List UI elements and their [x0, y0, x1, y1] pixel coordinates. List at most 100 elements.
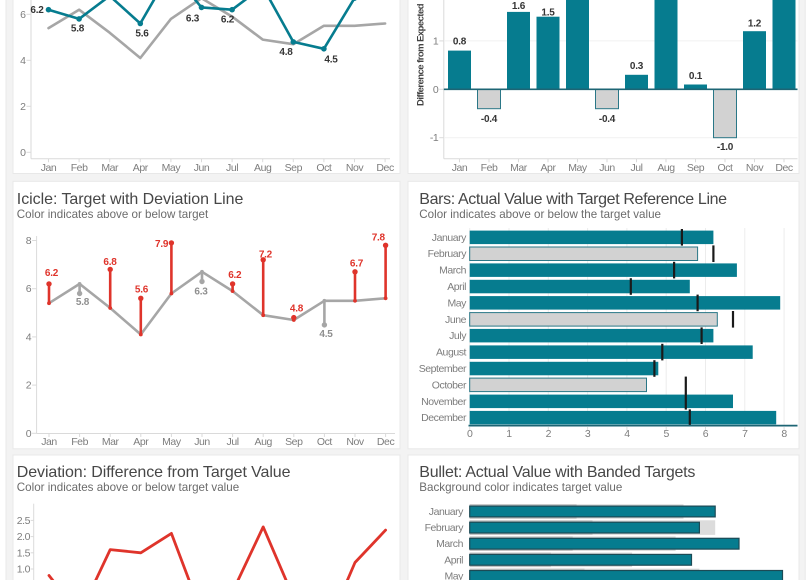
svg-text:1: 1 [506, 428, 512, 440]
svg-text:February: February [428, 248, 468, 260]
svg-text:Color indicates above or below: Color indicates above or below target va… [17, 481, 239, 494]
svg-text:February: February [425, 522, 465, 534]
svg-text:Jun: Jun [599, 162, 615, 174]
svg-text:Jul: Jul [226, 162, 238, 174]
svg-text:5: 5 [664, 428, 670, 440]
svg-text:1.5: 1.5 [541, 8, 555, 19]
svg-text:7.2: 7.2 [259, 249, 273, 260]
svg-text:6: 6 [26, 283, 32, 295]
svg-text:4.8: 4.8 [290, 303, 304, 314]
svg-text:6.3: 6.3 [186, 13, 200, 24]
svg-text:Jun: Jun [194, 162, 210, 174]
svg-text:July: July [449, 330, 467, 342]
svg-text:Mar: Mar [510, 162, 528, 174]
svg-text:Sep: Sep [285, 436, 303, 448]
svg-text:6: 6 [20, 9, 26, 21]
svg-text:-0.4: -0.4 [599, 114, 616, 125]
svg-text:Apr: Apr [541, 162, 557, 174]
svg-text:5.6: 5.6 [135, 28, 149, 39]
svg-text:Aug: Aug [254, 162, 272, 174]
svg-text:8: 8 [26, 235, 32, 247]
svg-text:May: May [162, 436, 182, 448]
svg-text:Bullet: Actual Value with Band: Bullet: Actual Value with Banded Targets [419, 464, 695, 481]
svg-text:Jul: Jul [630, 162, 642, 174]
svg-text:5.6: 5.6 [135, 284, 149, 295]
svg-text:May: May [448, 297, 468, 309]
svg-text:2: 2 [20, 101, 26, 113]
svg-text:Sep: Sep [285, 162, 303, 174]
svg-text:Bars: Actual Value with Target: Bars: Actual Value with Target Reference… [419, 191, 727, 208]
svg-text:Oct: Oct [316, 162, 332, 174]
svg-text:Apr: Apr [133, 162, 149, 174]
svg-text:3: 3 [585, 428, 591, 440]
svg-text:0.8: 0.8 [453, 37, 467, 48]
svg-text:January: January [432, 232, 467, 244]
svg-text:2: 2 [546, 428, 552, 440]
svg-text:Aug: Aug [255, 436, 273, 448]
svg-text:May: May [162, 162, 182, 174]
svg-text:5.8: 5.8 [71, 23, 85, 34]
svg-text:7.8: 7.8 [372, 232, 386, 243]
svg-text:1.5: 1.5 [17, 547, 31, 559]
svg-text:8: 8 [781, 428, 787, 440]
svg-text:Icicle: Target with Deviation: Icicle: Target with Deviation Line [17, 191, 244, 208]
svg-text:January: January [429, 506, 464, 518]
svg-text:2: 2 [26, 380, 32, 392]
svg-text:0.3: 0.3 [630, 61, 644, 72]
svg-text:Jun: Jun [194, 436, 210, 448]
svg-text:0.1: 0.1 [689, 71, 703, 82]
svg-text:6.3: 6.3 [194, 286, 208, 297]
svg-text:Difference from Expected: Difference from Expected [415, 3, 426, 106]
svg-text:0: 0 [20, 147, 26, 159]
svg-text:Feb: Feb [481, 162, 498, 174]
svg-text:Jan: Jan [41, 436, 57, 448]
svg-text:May: May [568, 162, 588, 174]
svg-text:Jul: Jul [227, 436, 239, 448]
svg-text:April: April [444, 554, 463, 566]
svg-text:Mar: Mar [102, 436, 120, 448]
svg-text:April: April [447, 281, 466, 293]
svg-text:Feb: Feb [71, 162, 88, 174]
svg-text:2.0: 2.0 [17, 531, 31, 543]
svg-text:June: June [445, 314, 467, 326]
svg-text:4: 4 [20, 55, 26, 67]
svg-text:6.8: 6.8 [103, 257, 117, 268]
svg-text:-1.0: -1.0 [717, 142, 734, 153]
svg-text:Apr: Apr [133, 436, 149, 448]
svg-text:1: 1 [433, 35, 439, 47]
svg-text:Sep: Sep [687, 162, 705, 174]
svg-text:4: 4 [624, 428, 630, 440]
svg-text:September: September [419, 363, 467, 375]
svg-text:0: 0 [26, 428, 32, 440]
svg-text:August: August [436, 347, 467, 359]
svg-text:Jan: Jan [452, 162, 468, 174]
svg-text:1.2: 1.2 [748, 19, 762, 30]
svg-text:7.9: 7.9 [155, 239, 169, 250]
svg-text:4: 4 [26, 331, 32, 343]
svg-text:Dec: Dec [376, 162, 394, 174]
svg-text:December: December [421, 412, 467, 424]
svg-text:Mar: Mar [101, 162, 119, 174]
svg-text:November: November [421, 396, 467, 408]
svg-text:6.2: 6.2 [221, 14, 235, 25]
svg-text:4.8: 4.8 [279, 47, 293, 58]
svg-text:March: March [436, 538, 464, 550]
svg-text:Dec: Dec [377, 436, 395, 448]
svg-text:Oct: Oct [718, 162, 734, 174]
svg-text:7: 7 [742, 428, 748, 440]
svg-text:March: March [439, 265, 467, 277]
svg-text:Feb: Feb [71, 436, 88, 448]
svg-text:Color indicates above or below: Color indicates above or below the targe… [419, 208, 661, 221]
svg-text:6.2: 6.2 [228, 270, 242, 281]
svg-text:6: 6 [703, 428, 709, 440]
svg-text:Nov: Nov [346, 436, 365, 448]
svg-text:Jan: Jan [41, 162, 57, 174]
svg-text:May: May [445, 570, 465, 580]
svg-text:6.2: 6.2 [45, 268, 59, 279]
svg-text:Background color indicates tar: Background color indicates target value [419, 481, 622, 494]
svg-text:2.5: 2.5 [17, 515, 31, 527]
svg-text:-0.4: -0.4 [481, 114, 498, 125]
svg-text:Deviation: Difference from Tar: Deviation: Difference from Target Value [17, 464, 291, 481]
svg-text:0: 0 [433, 84, 439, 96]
svg-text:Oct: Oct [317, 436, 333, 448]
